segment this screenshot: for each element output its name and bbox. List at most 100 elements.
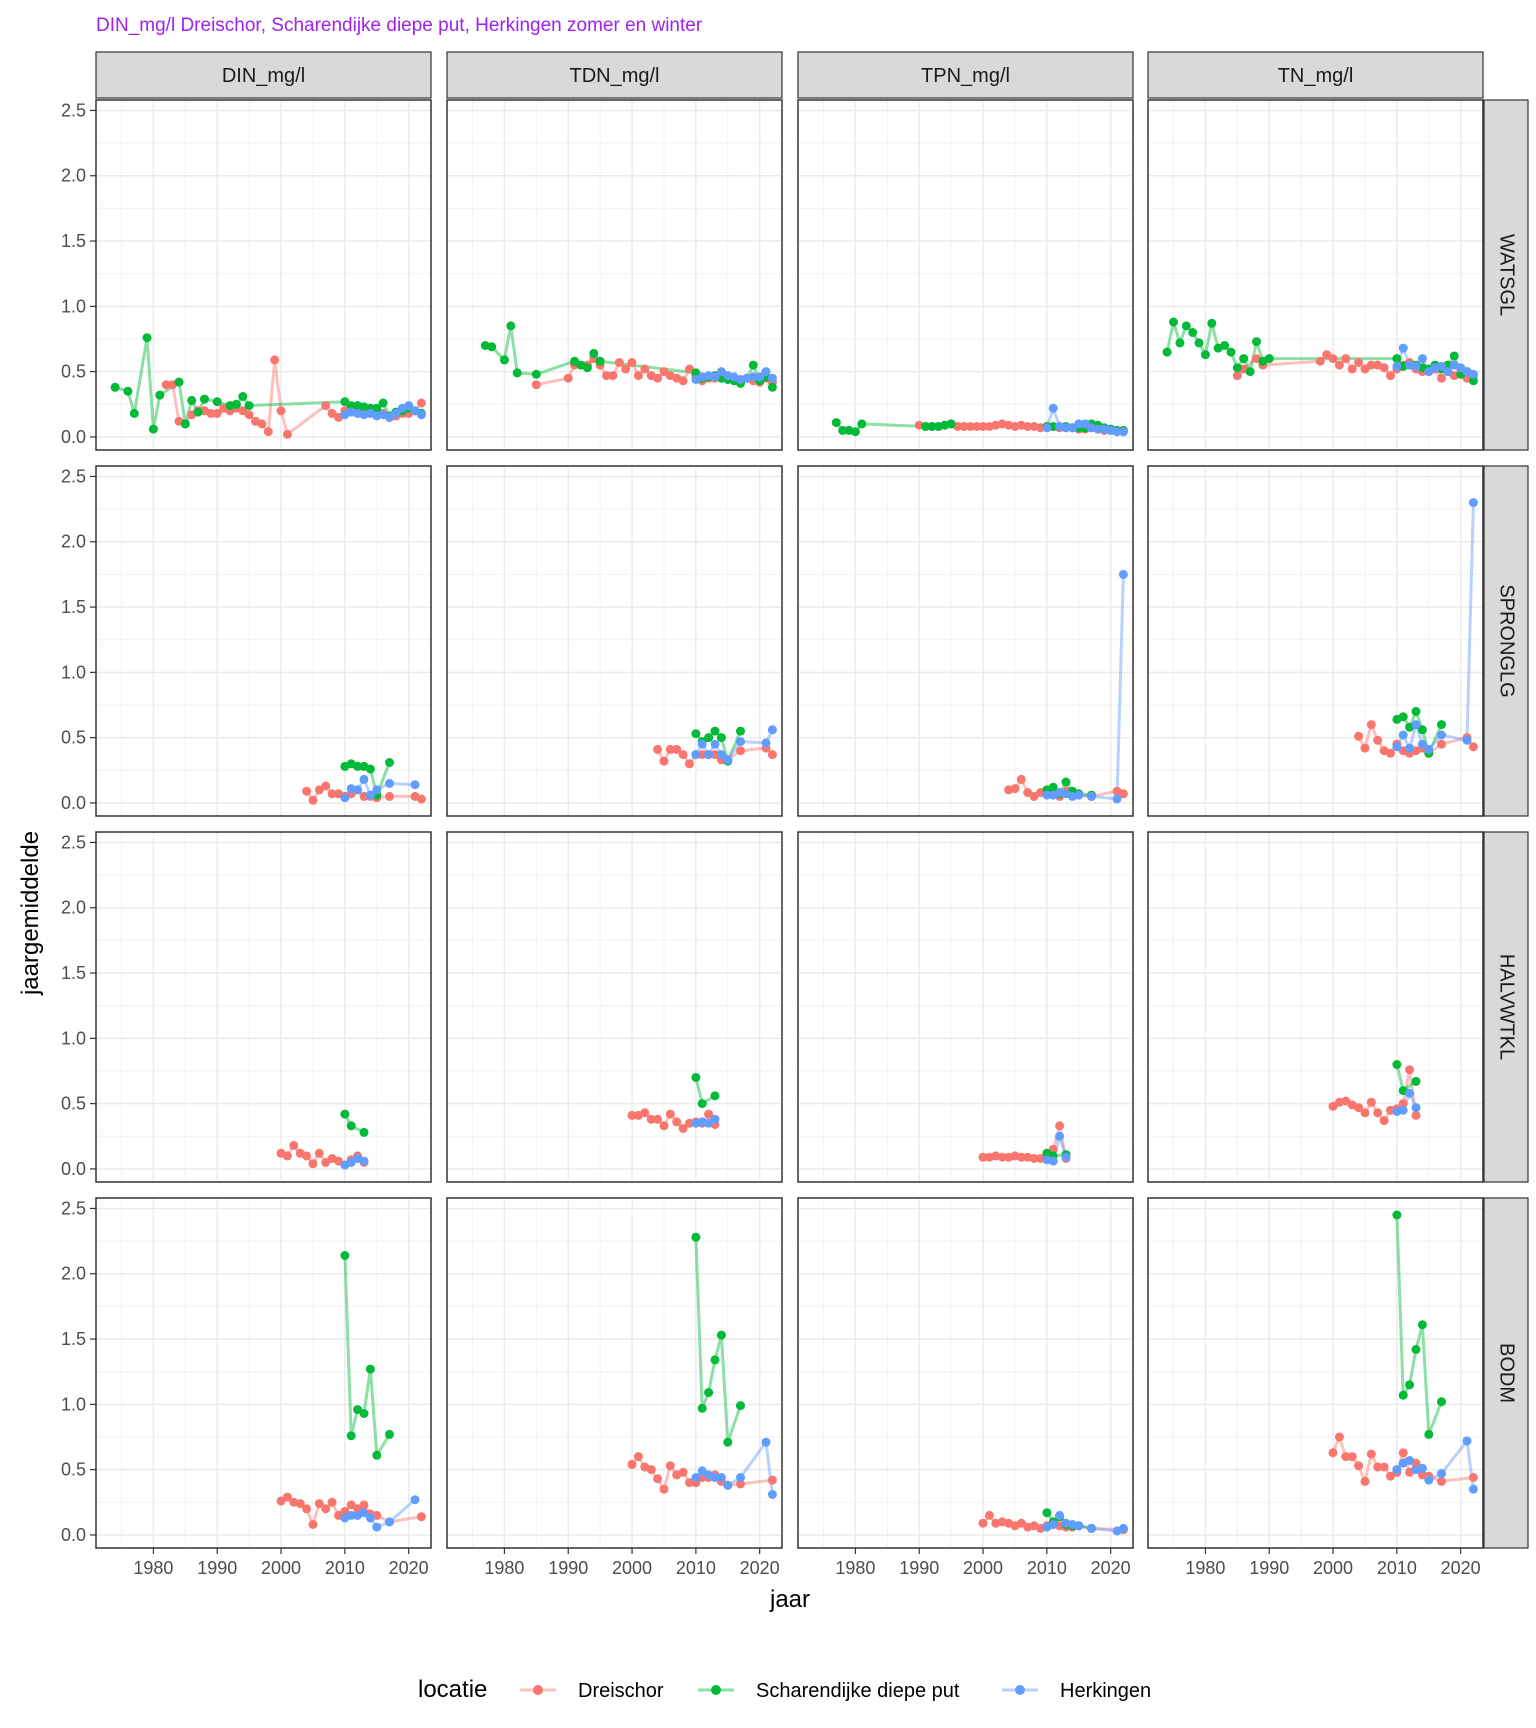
data-point-dreischor [1379,1116,1389,1126]
data-point-dreischor [1360,1108,1370,1118]
data-point-scharendijke-diepe-put [359,1127,369,1137]
legend-key-point [1015,1685,1025,1695]
x-tick-label: 2010 [676,1558,716,1578]
data-point-herkingen [710,1114,720,1124]
legend-label-herkingen: Herkingen [1060,1680,1151,1702]
data-point-dreischor [665,1109,675,1119]
data-point-herkingen [346,1510,356,1520]
data-point-scharendijke-diepe-put [1207,318,1217,328]
data-point-dreischor [685,1478,694,1488]
y-tick-label: 2.5 [61,832,86,852]
x-tick-label: 1980 [835,1558,875,1578]
data-point-dreischor [978,1152,988,1162]
panel-border [446,1197,783,1549]
data-point-scharendijke-diepe-put [372,1450,382,1460]
data-point-dreischor [563,373,573,383]
x-tick-label: 1990 [899,1558,939,1578]
y-tick-label: 2.5 [61,100,86,120]
x-tick-label: 2010 [1377,1558,1417,1578]
data-point-dreischor [321,1504,331,1514]
data-point-dreischor [1386,371,1395,381]
data-point-herkingen [340,793,350,803]
data-point-scharendijke-diepe-put [1449,351,1459,361]
data-point-scharendijke-diepe-put [691,1073,701,1082]
data-point-herkingen [1048,1156,1058,1166]
data-point-scharendijke-diepe-put [716,1330,726,1340]
data-point-herkingen [1398,730,1408,740]
data-point-dreischor [1437,373,1446,383]
legend-item-scharendijke: Scharendijke diepe put [698,1680,960,1702]
data-point-herkingen [1462,735,1472,745]
data-point-scharendijke-diepe-put [691,729,701,739]
data-point-scharendijke-diepe-put [595,356,605,366]
y-tick-label: 2.5 [61,466,86,486]
panel-spronglg-din-mg-l: 0.0 0.5 1.0 1.5 2.0 2.5 [61,465,432,817]
data-point-dreischor [1360,743,1370,753]
data-point-dreischor [385,791,394,801]
data-point-dreischor [653,373,663,383]
data-point-herkingen [372,785,382,795]
data-point-scharendijke-diepe-put [340,1251,350,1260]
y-tick-label: 2.0 [61,166,86,186]
data-point-scharendijke-diepe-put [1411,1076,1421,1086]
x-tick-label: 1990 [197,1558,237,1578]
data-point-dreischor [308,795,318,805]
panel-halvwtkl-tdn-mg-l [446,831,783,1183]
data-point-herkingen [1112,427,1122,437]
data-point-scharendijke-diepe-put [531,369,541,379]
data-point-dreischor [321,401,331,411]
data-point-dreischor [302,1151,312,1161]
data-point-dreischor [1023,422,1033,431]
data-point-dreischor [308,1159,318,1169]
data-point-herkingen [1061,423,1071,433]
data-point-dreischor [672,744,682,754]
data-point-herkingen [1417,354,1427,364]
data-point-scharendijke-diepe-put [767,382,777,392]
data-point-dreischor [1354,358,1364,367]
panel-border [1147,831,1484,1183]
y-tick-label: 0.5 [61,362,86,382]
data-point-herkingen [761,1437,771,1447]
data-point-dreischor [1328,354,1338,364]
column-strip [1147,51,1484,99]
row-strip [1483,1197,1529,1549]
data-point-scharendijke-diepe-put [1424,1429,1434,1439]
data-point-dreischor [1354,731,1364,741]
data-point-dreischor [161,380,171,390]
data-point-herkingen [391,408,401,418]
data-point-herkingen [1392,1465,1402,1475]
data-point-herkingen [1398,343,1408,353]
data-point-scharendijke-diepe-put [710,1355,720,1365]
column-strip-label: TDN_mg/l [569,65,659,87]
data-point-herkingen [691,750,701,760]
panel-halvwtkl-tpn-mg-l [797,831,1134,1183]
data-point-scharendijke-diepe-put [200,394,209,404]
data-point-dreischor [665,744,675,754]
data-point-scharendijke-diepe-put [691,1232,701,1242]
data-point-herkingen [1042,790,1052,800]
data-point-scharendijke-diepe-put [365,764,375,774]
data-point-scharendijke-diepe-put [110,382,120,392]
x-tick-label: 1990 [1249,1558,1289,1578]
data-point-scharendijke-diepe-put [1252,337,1261,347]
data-point-dreischor [1373,735,1383,745]
data-point-herkingen [1468,498,1478,508]
data-point-herkingen [1061,1152,1071,1162]
data-point-herkingen [1417,739,1427,749]
data-point-herkingen [736,737,745,747]
data-point-dreischor [289,1140,299,1150]
row-strip [1483,465,1529,817]
x-axis-title: jaar [769,1586,810,1613]
data-point-scharendijke-diepe-put [148,424,158,434]
data-point-dreischor [1347,364,1357,374]
data-point-dreischor [678,750,688,760]
data-point-dreischor [736,1479,745,1489]
data-point-dreischor [997,1152,1007,1162]
data-point-dreischor [972,422,982,431]
data-point-scharendijke-diepe-put [238,392,248,401]
panel-background [447,100,782,450]
panel-watsgl-tpn-mg-l [797,99,1134,451]
panel-spronglg-tpn-mg-l [797,465,1134,817]
data-point-scharendijke-diepe-put [1398,1390,1408,1400]
y-tick-label: 0.0 [61,427,86,447]
